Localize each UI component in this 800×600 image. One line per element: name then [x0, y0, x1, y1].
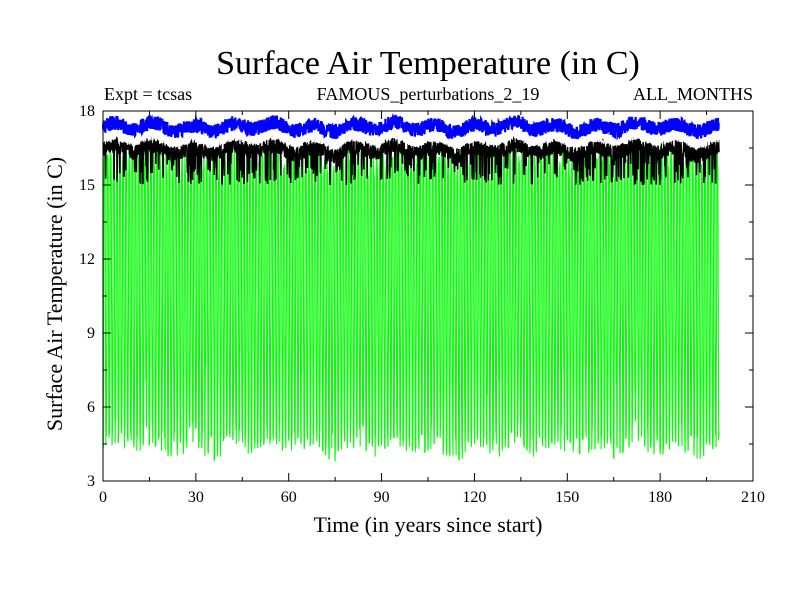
subtitle-experiment: Expt = tcsas	[104, 84, 192, 104]
y-tick-label: 6	[87, 399, 95, 416]
subtitle-months: ALL_MONTHS	[633, 84, 753, 104]
subtitle-run: FAMOUS_perturbations_2_19	[317, 84, 540, 104]
series-line-green	[102, 143, 720, 462]
series-line-white	[102, 130, 720, 150]
x-tick-label: 0	[99, 489, 107, 506]
y-tick-label: 9	[87, 325, 95, 342]
x-tick-label: 120	[462, 489, 486, 506]
y-tick-label: 18	[79, 103, 95, 120]
y-tick-label: 3	[87, 473, 95, 490]
y-axis-label: Surface Air Temperature (in C)	[42, 157, 67, 431]
x-axis-label: Time (in years since start)	[314, 512, 543, 537]
y-tick-label: 15	[79, 177, 95, 194]
series-line-blue	[101, 112, 720, 141]
series-line-black	[102, 135, 720, 186]
plot-area	[101, 112, 720, 462]
chart-title: Surface Air Temperature (in C)	[216, 45, 640, 82]
x-tick-label: 30	[188, 489, 204, 506]
y-tick-label: 12	[79, 251, 95, 268]
x-tick-label: 60	[281, 489, 297, 506]
x-tick-label: 210	[741, 489, 765, 506]
x-tick-label: 180	[648, 489, 672, 506]
axes: 0 30 60 90 120 150 180 210 3 6 9 12 15 18	[79, 103, 765, 506]
x-tick-label: 90	[374, 489, 390, 506]
x-tick-label: 150	[555, 489, 579, 506]
